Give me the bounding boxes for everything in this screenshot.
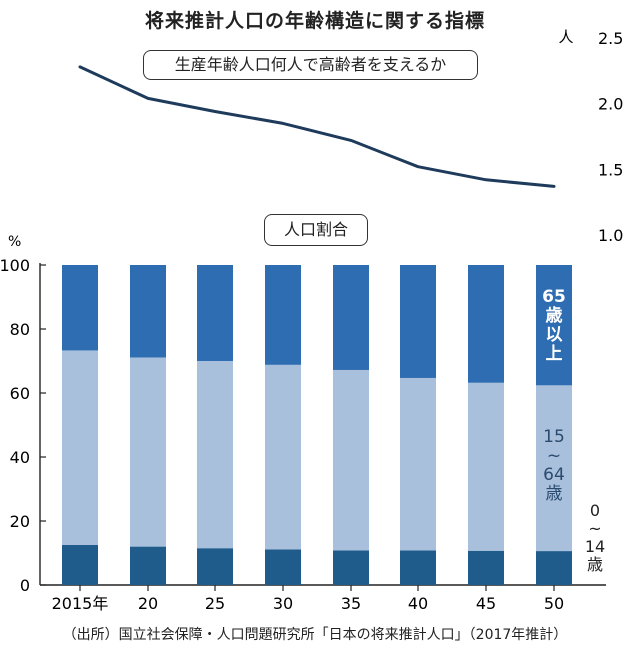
bar-segment [400, 265, 436, 378]
bar-segment [400, 377, 436, 551]
bar-y-tick-label: 80 [10, 320, 30, 339]
bar-y-tick-label: 0 [20, 576, 30, 595]
bar-x-tick-label: 40 [408, 594, 428, 613]
bar-segment [468, 550, 504, 585]
series-label-young: ~ [588, 519, 601, 538]
series-label-young: 歳 [587, 555, 603, 574]
line-y-tick-label: 2.5 [598, 29, 623, 48]
series-label-elderly: 65 [542, 287, 566, 307]
line-chart-title: 生産年齢人口何人で高齢者を支えるか [143, 50, 478, 80]
bar-segment [197, 361, 233, 549]
bar-y-tick-label: 100 [0, 256, 30, 275]
bar-segment [62, 350, 98, 545]
bar-segment [130, 357, 166, 547]
series-label-working: 15 [543, 427, 565, 447]
series-label-elderly: 上 [546, 344, 563, 364]
bar-x-tick-label: 35 [341, 594, 361, 613]
line-series [78, 65, 556, 188]
page-title: 将来推計人口の年齢構造に関する指標 [144, 10, 485, 32]
source-note: （出所）国立社会保障・人口問題研究所「日本の将来推計人口」（2017年推計） [62, 627, 568, 643]
bar-x-tick-label: 45 [476, 594, 496, 613]
bar-segment [130, 546, 166, 585]
series-label-young: 0 [590, 501, 600, 520]
bar-segment [333, 265, 369, 370]
series-label-working: ~ [547, 446, 561, 466]
bar-y-tick-label: 60 [10, 384, 30, 403]
bar-segment [197, 548, 233, 585]
bar-x-tick-label: 30 [273, 594, 293, 613]
bar-segment [265, 549, 301, 585]
bar-y-unit: % [8, 234, 21, 250]
line-y-tick-label: 2.0 [598, 95, 623, 114]
bar-chart-title: 人口割合 [264, 214, 368, 246]
bar-segment [333, 369, 369, 551]
bar-segment [265, 364, 301, 550]
line-chart: 人 1.0 1.5 2.0 2.5 [78, 28, 623, 245]
bar-segment [62, 265, 98, 351]
bar-y-tick-label: 40 [10, 448, 30, 467]
bar-segment [333, 550, 369, 585]
series-label-elderly: 歳 [546, 305, 563, 326]
bar-y-tick-label: 20 [10, 512, 30, 531]
series-label-young: 14 [585, 537, 605, 556]
line-y-tick-label: 1.0 [598, 226, 623, 245]
series-label-elderly: 以 [546, 325, 563, 345]
bar-segment [197, 265, 233, 361]
bar-segment [468, 265, 504, 383]
series-label-working: 64 [543, 465, 565, 485]
bar-x-tick-label: 50 [544, 594, 564, 613]
bar-x-tick-label: 20 [138, 594, 158, 613]
bar-segment [468, 382, 504, 551]
bar-segment [62, 545, 98, 585]
bar-segment [536, 551, 572, 585]
bar-segment [536, 385, 572, 552]
bar-segment [400, 550, 436, 585]
bar-segment [265, 265, 301, 365]
bar-segment [536, 265, 572, 386]
line-y-unit: 人 [558, 28, 573, 46]
bar-x-tick-label: 2015年 [52, 594, 109, 613]
bar-x-tick-label: 25 [205, 594, 225, 613]
bar-segment [130, 265, 166, 358]
line-y-tick-label: 1.5 [598, 160, 623, 179]
series-label-working: 歳 [546, 484, 563, 504]
